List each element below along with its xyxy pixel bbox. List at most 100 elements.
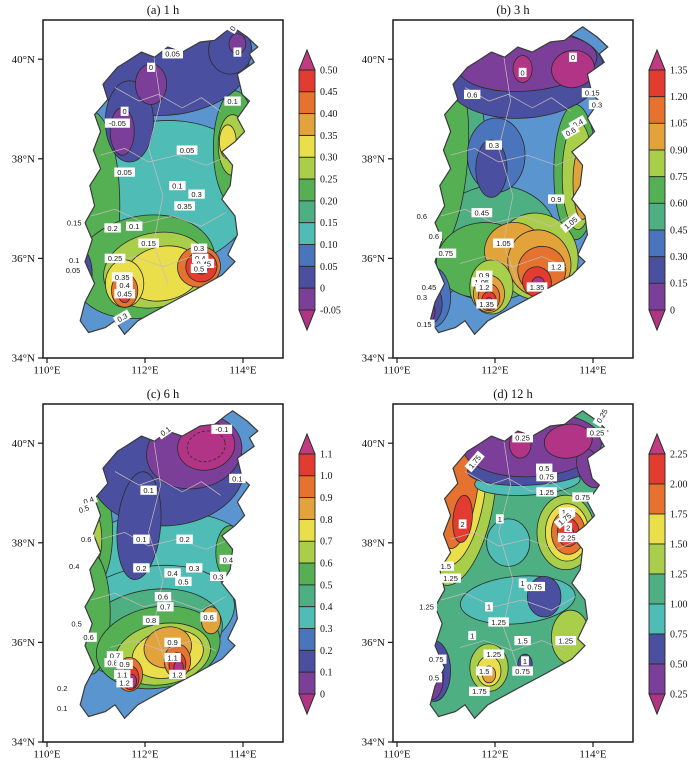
- panel-d-plot: 0.250.250.250.50.751.250.751.75211.51.75…: [362, 403, 688, 761]
- svg-text:0.1: 0.1: [69, 256, 79, 265]
- svg-text:0.45: 0.45: [320, 87, 338, 98]
- svg-text:0.9: 0.9: [167, 638, 177, 647]
- svg-text:0.05: 0.05: [320, 262, 338, 273]
- svg-text:1.2: 1.2: [479, 283, 489, 292]
- svg-text:0.1: 0.1: [320, 668, 333, 679]
- colorbar-segment: [648, 543, 666, 575]
- svg-text:0.15: 0.15: [320, 218, 338, 229]
- contour-label: 0.1: [133, 534, 150, 544]
- svg-text:0.15: 0.15: [141, 239, 156, 248]
- contour-label: 0.2: [133, 563, 150, 573]
- svg-text:0.6: 0.6: [417, 212, 427, 221]
- contour-label: 0.05: [62, 265, 84, 275]
- svg-text:0.1: 0.1: [136, 535, 146, 544]
- contour-label: 1: [521, 656, 529, 666]
- axis-tick-labels: 110°E 112°E 114°E 40°N 38°N 36°N 34°N: [12, 54, 257, 377]
- svg-text:0.9: 0.9: [119, 660, 129, 669]
- svg-text:0.8: 0.8: [146, 616, 156, 625]
- colorbar-tick-labels: 0.50 0.45 0.40 0.35 0.30 0.25 0.20 0.15 0.10 0.05…: [320, 65, 341, 316]
- contour-label: 0.3: [588, 99, 606, 109]
- svg-text:1.35: 1.35: [530, 283, 545, 292]
- contour-region: [486, 518, 531, 567]
- contour-label: 0: [226, 22, 239, 35]
- contour-label: 0.75: [425, 654, 447, 664]
- colorbar-segment: [648, 256, 666, 284]
- svg-text:112°E: 112°E: [131, 749, 158, 761]
- svg-text:2: 2: [566, 523, 570, 532]
- contour-label: 0.75: [512, 666, 533, 676]
- svg-text:-0.05: -0.05: [320, 305, 341, 316]
- colorbar-segment: [298, 649, 316, 673]
- colorbar-segment: [298, 135, 316, 158]
- svg-text:1.00: 1.00: [670, 599, 688, 610]
- contour-label: 0.6: [413, 211, 430, 221]
- svg-text:0.50: 0.50: [670, 659, 688, 670]
- svg-text:34°N: 34°N: [362, 353, 385, 365]
- contour-labels: 0.250.250.250.50.751.250.751.75211.51.75…: [416, 404, 611, 696]
- svg-text:0.3: 0.3: [189, 564, 199, 573]
- svg-text:1.1: 1.1: [320, 449, 333, 460]
- panel-c-plot: 0.1 -0.10.10.10.40.50.6 0.1 0.20.40.4 0.2 0.3…: [12, 403, 333, 761]
- svg-text:0.2: 0.2: [107, 224, 117, 233]
- svg-text:1.1: 1.1: [167, 653, 177, 662]
- svg-text:0.2: 0.2: [136, 564, 146, 573]
- svg-text:1: 1: [523, 657, 527, 666]
- svg-text:0.6: 0.6: [81, 535, 91, 544]
- svg-text:40°N: 40°N: [362, 438, 385, 450]
- colorbar-segment: [648, 69, 666, 98]
- axes: [38, 403, 284, 747]
- contour-label: 0.75: [524, 581, 545, 591]
- svg-text:0.6: 0.6: [467, 90, 477, 99]
- colorbar-segment: [298, 475, 316, 499]
- svg-text:34°N: 34°N: [362, 737, 385, 749]
- contour-label: 0: [233, 47, 242, 57]
- contour-label: 0.3: [413, 292, 430, 302]
- svg-text:0: 0: [228, 25, 238, 33]
- svg-text:1.2: 1.2: [172, 670, 182, 679]
- admin-boundary-line: [148, 437, 169, 668]
- contour-label: 0.7: [106, 651, 124, 661]
- admin-boundary-line: [450, 532, 581, 550]
- svg-text:34°N: 34°N: [12, 353, 35, 365]
- contour-label: 0.6: [425, 231, 442, 241]
- svg-text:0.3: 0.3: [213, 572, 223, 581]
- admin-boundary-line: [498, 437, 519, 668]
- svg-text:0.05: 0.05: [117, 168, 132, 177]
- colorbar-segment: [298, 178, 316, 202]
- svg-text:0.75: 0.75: [429, 655, 444, 664]
- contour-label: 0.2: [54, 683, 71, 693]
- contour-label: 0.5: [74, 501, 94, 516]
- contour-label: 1.5: [476, 666, 493, 676]
- contour-region: [208, 26, 253, 75]
- contour-label: -0.1: [211, 424, 233, 434]
- contour-label: 1.25: [536, 487, 557, 497]
- panel-c-title: (c) 6 h: [146, 387, 180, 401]
- svg-text:0: 0: [670, 305, 675, 316]
- panel-b: (b) 3 h 0 0 0.6 0.15 0.3 0.4 0.6 0.3 0.9 0.45 0.6 1…: [350, 0, 700, 385]
- admin-boundary-line: [460, 256, 566, 268]
- contour-region: [219, 124, 237, 159]
- svg-text:0.05: 0.05: [165, 50, 180, 59]
- colorbar-segment: [648, 663, 666, 695]
- svg-text:0.5: 0.5: [178, 577, 188, 586]
- svg-text:36°N: 36°N: [12, 253, 35, 265]
- contour-label: 0.1: [224, 96, 241, 106]
- contour-label: 1.75: [469, 686, 490, 696]
- admin-boundary-line: [460, 640, 566, 652]
- svg-text:0.4: 0.4: [119, 281, 129, 290]
- colorbar-segment: [298, 606, 316, 629]
- colorbar: 1.1 1.0 0.9 0.8 0.7 0.6 0.5 0.4 0.3 0.2 0.1 0: [298, 432, 333, 716]
- svg-text:0.45: 0.45: [474, 209, 489, 218]
- contour-label: 0.25: [512, 433, 533, 443]
- admin-boundary-line: [100, 148, 231, 166]
- svg-text:0.35: 0.35: [320, 131, 338, 142]
- svg-text:0.7: 0.7: [160, 603, 170, 612]
- contour-label: 0.3: [210, 571, 227, 581]
- svg-text:0.25: 0.25: [590, 429, 605, 438]
- svg-text:38°N: 38°N: [362, 153, 385, 165]
- contour-label: 0.4: [192, 253, 209, 263]
- svg-text:0.25: 0.25: [670, 689, 688, 700]
- colorbar-arrow-top: [298, 432, 316, 455]
- svg-text:0.50: 0.50: [320, 65, 338, 76]
- svg-text:0.60: 0.60: [670, 199, 688, 210]
